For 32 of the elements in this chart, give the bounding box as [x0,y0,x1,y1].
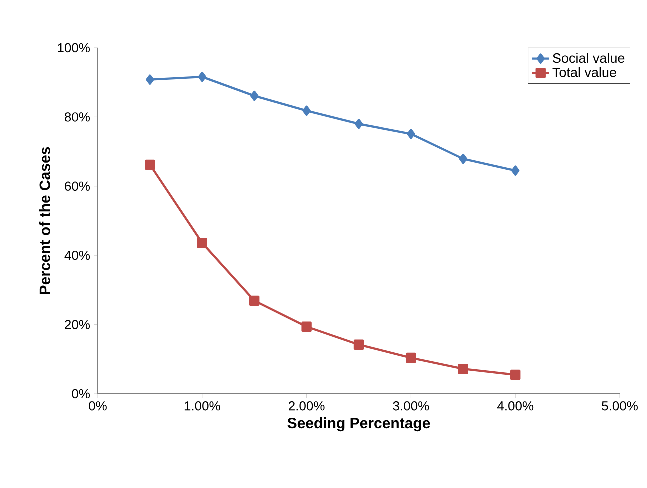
point [406,352,416,364]
y-tick-label: 40% [64,250,90,260]
point [302,106,311,116]
point [302,322,312,332]
point [354,340,364,350]
y-tick-label: 20% [65,320,90,330]
x-axis-title: Seeding Percentage [288,418,430,432]
x-tick-label: 2.00% [289,402,325,411]
legend-label: Total value [552,67,616,78]
x-tick-label: 0% [89,402,107,411]
x-tick-label: 1.00% [184,402,220,411]
point [510,370,521,380]
point [250,296,260,306]
point [146,74,154,85]
point [459,154,468,164]
legend-label: Social value [553,53,625,64]
y-tick-label: 80% [65,112,90,122]
point [198,72,206,82]
point [250,90,259,102]
x-tick-label: 3.00% [393,402,430,411]
point [512,166,520,176]
point [407,129,416,140]
x-tick-label: 5.00% [602,402,638,411]
x-tick-label: 4.00% [497,402,534,411]
point [197,238,208,248]
point [458,364,468,374]
point [354,119,364,130]
y-axis-title: Percent of the Cases [39,147,50,294]
y-tick-label: 60% [65,182,90,191]
point [145,160,156,170]
y-tick-label: 0% [72,389,90,399]
y-tick-label: 100% [58,43,90,53]
